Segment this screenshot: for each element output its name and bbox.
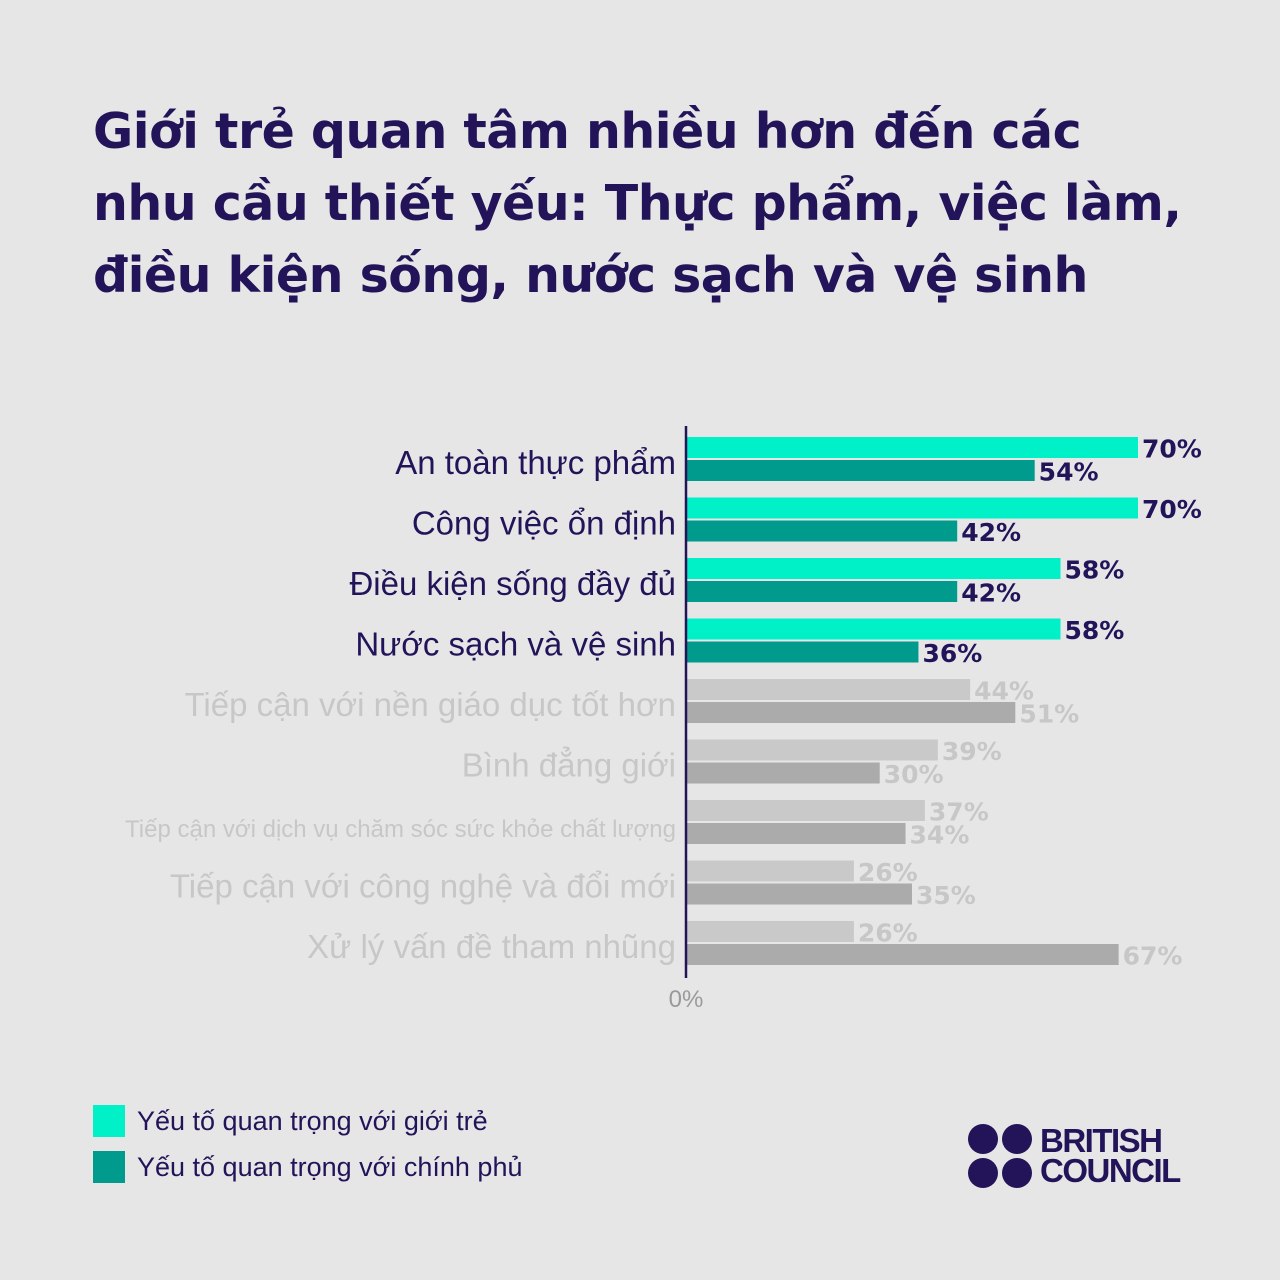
category-label: Tiếp cận với nền giáo dục tốt hơn — [184, 686, 676, 723]
bar-chart: An toàn thực phẩm 70% 54% Công việc ổn định… — [125, 426, 1202, 1013]
legend-item-government: Yếu tố quan trọng với chính phủ — [93, 1151, 523, 1183]
bar-government — [686, 520, 958, 542]
category-label: An toàn thực phẩm — [395, 444, 676, 481]
data-label: 30% — [884, 760, 944, 789]
data-label: 26% — [858, 858, 918, 887]
legend-label-youth: Yếu tố quan trọng với giới trẻ — [137, 1105, 488, 1136]
bar-government — [686, 460, 1035, 481]
bar-youth — [686, 800, 925, 821]
data-label: 42% — [961, 579, 1021, 608]
bar-youth — [686, 679, 971, 700]
legend-item-youth: Yếu tố quan trọng với giới trẻ — [93, 1105, 522, 1137]
data-label: 35% — [916, 881, 976, 910]
data-label: 42% — [961, 518, 1021, 547]
data-label: 58% — [1065, 556, 1125, 585]
data-label: 44% — [974, 677, 1034, 706]
category-label: Công việc ổn định — [412, 505, 676, 542]
bar-government — [686, 762, 880, 784]
data-label: 54% — [1039, 458, 1099, 487]
data-label: 67% — [1123, 942, 1183, 971]
bar-youth — [686, 860, 854, 882]
x-tick-label: 0% — [669, 986, 704, 1013]
bar-youth — [686, 739, 938, 761]
category-label: Nước sạch và vệ sinh — [355, 626, 676, 663]
data-label: 26% — [858, 919, 918, 948]
data-label: 70% — [1142, 495, 1202, 524]
category-label: Bình đẳng giới — [462, 747, 676, 784]
bar-youth — [686, 437, 1138, 458]
bar-youth — [686, 921, 854, 942]
legend-swatch-youth — [93, 1105, 125, 1137]
bar-government — [686, 883, 912, 905]
bar-government — [686, 944, 1119, 965]
data-label: 36% — [922, 639, 982, 668]
legend-label-government: Yếu tố quan trọng với chính phủ — [137, 1151, 523, 1182]
data-label: 58% — [1065, 616, 1125, 645]
category-label: Xử lý vấn đề tham nhũng — [307, 928, 676, 965]
category-label: Điều kiện sống đầy đủ — [349, 565, 676, 602]
bar-government — [686, 702, 1016, 723]
logo-line-2: COUNCIL — [1040, 1152, 1181, 1189]
bar-youth — [686, 497, 1138, 519]
logo-line-1: BRITISH — [1040, 1122, 1163, 1159]
legend: Yếu tố quan trọng với giới trẻ Yếu tố qu… — [93, 1105, 523, 1198]
data-label: 37% — [929, 798, 989, 827]
data-label: 51% — [1019, 700, 1079, 729]
bar-government — [686, 581, 958, 602]
data-label: 39% — [942, 737, 1002, 766]
bar-government — [686, 823, 906, 844]
category-label: Tiếp cận với dịch vụ chăm sóc sức khỏe c… — [125, 816, 676, 843]
bar-youth — [686, 618, 1061, 640]
bar-government — [686, 641, 919, 663]
bar-youth — [686, 558, 1061, 579]
logo-dots-icon — [968, 1124, 1032, 1188]
british-council-logo: BRITISH COUNCIL — [968, 1122, 1181, 1189]
data-label: 34% — [910, 821, 970, 850]
chart-title: Giới trẻ quan tâm nhiều hơn đến các nhu … — [93, 103, 1182, 304]
logo-wordmark: BRITISH COUNCIL — [1040, 1122, 1181, 1189]
data-label: 70% — [1142, 435, 1202, 464]
legend-swatch-government — [93, 1151, 125, 1183]
category-label: Tiếp cận với công nghệ và đổi mới — [170, 868, 676, 905]
